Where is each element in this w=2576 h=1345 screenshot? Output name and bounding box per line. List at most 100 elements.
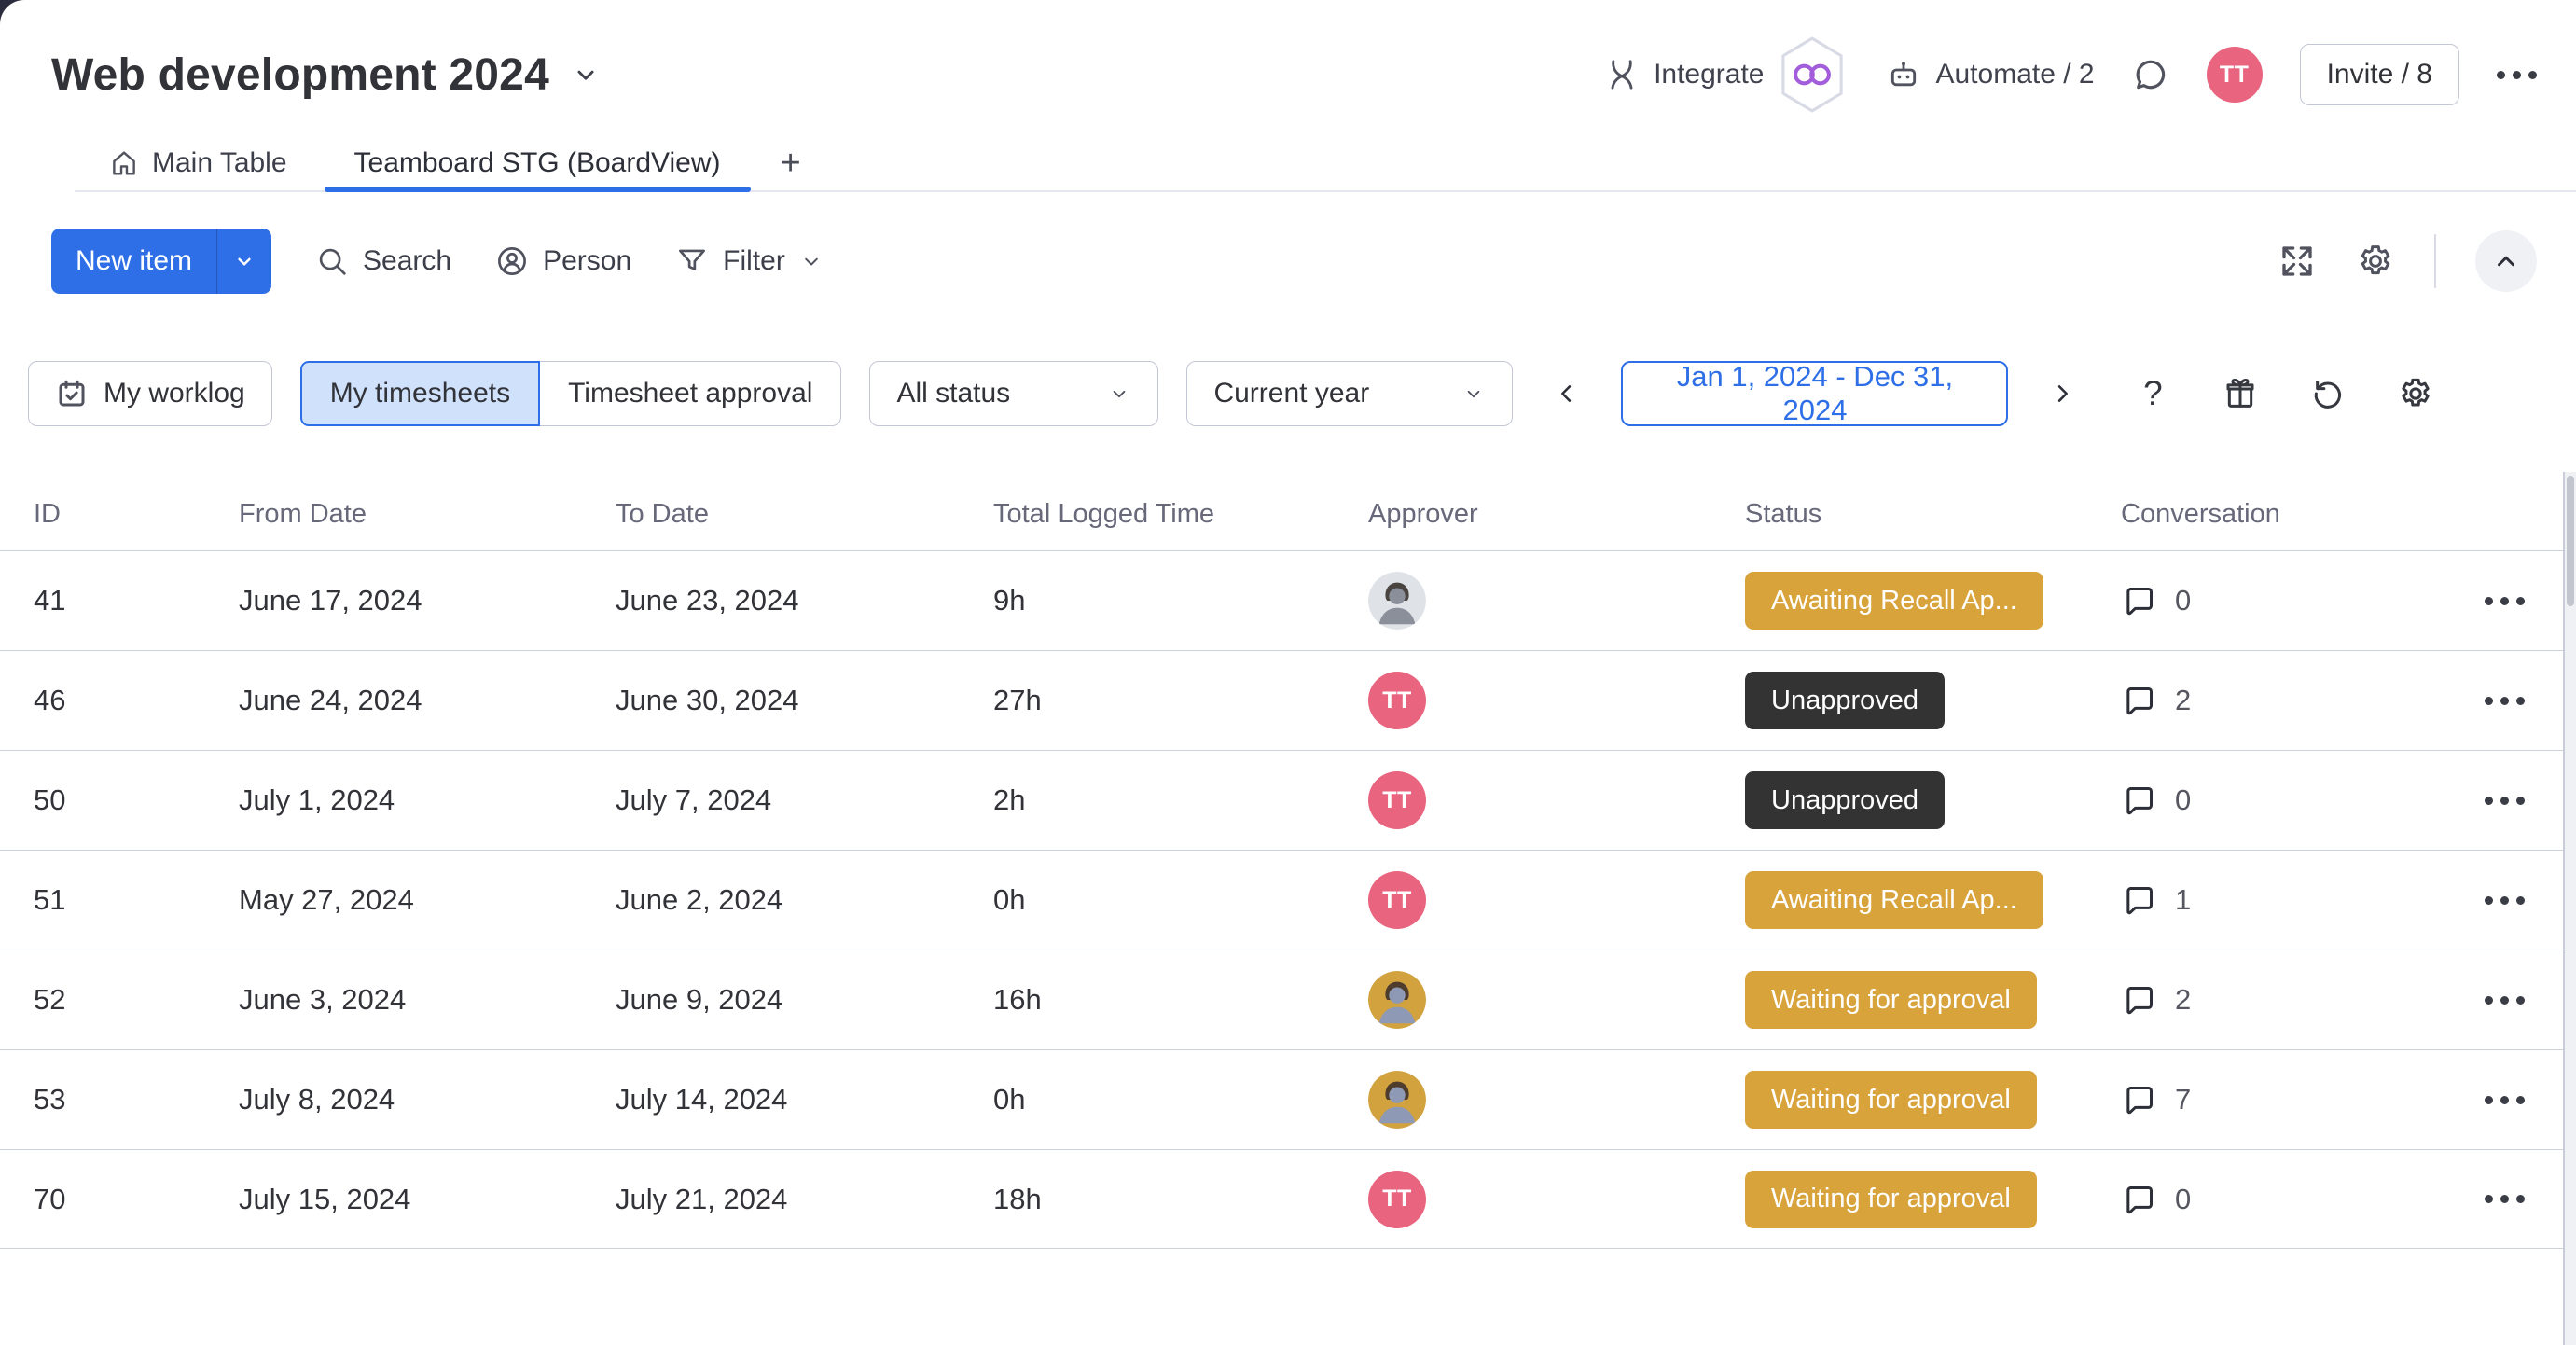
board-menu-button[interactable] <box>2497 70 2537 79</box>
approver-avatar[interactable]: TT <box>1368 871 1426 929</box>
person-filter-button[interactable]: Person <box>494 243 631 279</box>
row-total-logged-time: 2h <box>993 783 1026 816</box>
conversation-bubble-icon[interactable] <box>2121 981 2158 1019</box>
approver-avatar[interactable]: TT <box>1368 1170 1426 1228</box>
chevron-right-icon <box>2058 385 2069 402</box>
board-title-menu-button[interactable] <box>570 59 602 90</box>
tab-main-table[interactable]: Main Table <box>75 136 321 190</box>
status-badge[interactable]: Unapproved <box>1745 672 1945 729</box>
row-to-date[interactable]: June 23, 2024 <box>616 584 799 617</box>
conversation-bubble-icon[interactable] <box>2121 1181 2158 1218</box>
board-toolbar: New item Search Person Filter <box>51 226 2537 297</box>
row-menu-button[interactable] <box>2484 895 2525 905</box>
discussion-button[interactable] <box>2132 56 2169 93</box>
search-button[interactable]: Search <box>314 243 451 279</box>
row-to-date[interactable]: June 30, 2024 <box>616 684 799 716</box>
new-item-split-button[interactable]: New item <box>51 229 272 294</box>
row-to-date[interactable]: June 2, 2024 <box>616 883 783 916</box>
integrate-button[interactable]: Integrate <box>1603 35 1848 114</box>
tab-teamboard-stg[interactable]: Teamboard STG (BoardView) <box>321 136 755 192</box>
chat-bubble-icon <box>2136 60 2165 90</box>
row-from-date[interactable]: July 1, 2024 <box>239 783 395 816</box>
collapse-header-button[interactable] <box>2475 230 2537 292</box>
conversation-bubble-icon[interactable] <box>2121 1081 2158 1118</box>
row-from-date[interactable]: June 3, 2024 <box>239 983 407 1016</box>
timesheet-settings-button[interactable] <box>2396 374 2435 413</box>
new-item-button[interactable]: New item <box>76 245 193 276</box>
board-title[interactable]: Web development 2024 <box>51 49 549 100</box>
user-avatar[interactable]: TT <box>2206 47 2263 103</box>
filter-button[interactable]: Filter <box>674 243 824 279</box>
table-row[interactable]: 41 June 17, 2024 June 23, 2024 9h Awaiting R… <box>0 550 2565 650</box>
approver-avatar-photo[interactable] <box>1368 971 1426 1029</box>
row-menu-button[interactable] <box>2484 596 2525 605</box>
row-menu-button[interactable] <box>2484 796 2525 805</box>
row-to-date[interactable]: July 7, 2024 <box>616 783 772 816</box>
status-filter-select[interactable]: All status <box>869 361 1159 426</box>
status-badge[interactable]: Awaiting Recall Ap... <box>1745 572 2043 630</box>
column-header[interactable]: Total Logged Time <box>993 498 1214 529</box>
board-header: Web development 2024 Integrate <box>51 28 2537 121</box>
scrollbar-thumb[interactable] <box>2567 476 2574 606</box>
column-header[interactable]: To Date <box>616 498 709 529</box>
whats-new-button[interactable] <box>2221 374 2260 413</box>
conversation-bubble-icon[interactable] <box>2121 881 2158 919</box>
status-badge[interactable]: Unapproved <box>1745 771 1945 829</box>
row-from-date[interactable]: July 15, 2024 <box>239 1182 411 1215</box>
expand-view-button[interactable] <box>2278 242 2317 281</box>
view-tabs: Main Table Teamboard STG (BoardView) + <box>75 136 2576 192</box>
row-menu-button[interactable] <box>2484 1195 2525 1203</box>
row-from-date[interactable]: June 24, 2024 <box>239 684 422 716</box>
row-from-date[interactable]: June 17, 2024 <box>239 584 422 617</box>
row-menu-button[interactable] <box>2484 696 2525 705</box>
conversation-bubble-icon[interactable] <box>2121 582 2158 619</box>
date-range-button[interactable]: Jan 1, 2024 - Dec 31, 2024 <box>1621 360 2009 426</box>
vertical-scrollbar[interactable] <box>2565 472 2576 1345</box>
activity-log-button[interactable] <box>2308 374 2347 413</box>
add-view-button[interactable]: + <box>780 143 801 183</box>
column-header[interactable]: From Date <box>239 498 367 529</box>
table-row[interactable]: 53 July 8, 2024 July 14, 2024 0h Waiting for… <box>0 1049 2565 1149</box>
row-from-date[interactable]: May 27, 2024 <box>239 883 414 916</box>
status-badge[interactable]: Waiting for approval <box>1745 971 2037 1029</box>
period-filter-select[interactable]: Current year <box>1186 361 1514 426</box>
automate-button[interactable]: Automate / 2 <box>1885 56 2095 93</box>
approver-avatar[interactable]: TT <box>1368 771 1426 829</box>
table-row[interactable]: 51 May 27, 2024 June 2, 2024 0h TT Awaiting R… <box>0 850 2565 950</box>
column-header[interactable]: Approver <box>1368 498 1478 529</box>
help-button[interactable]: ? <box>2143 374 2163 412</box>
table-row[interactable]: 70 July 15, 2024 July 21, 2024 18h TT Waiting… <box>0 1149 2565 1249</box>
status-badge[interactable]: Awaiting Recall Ap... <box>1745 871 2043 929</box>
previous-period-button[interactable] <box>1541 381 1593 407</box>
row-to-date[interactable]: June 9, 2024 <box>616 983 783 1016</box>
approver-avatar[interactable]: TT <box>1368 672 1426 729</box>
view-settings-button[interactable] <box>2356 242 2395 281</box>
row-id: 70 <box>34 1182 66 1215</box>
row-total-logged-time: 27h <box>993 684 1042 716</box>
table-row[interactable]: 46 June 24, 2024 June 30, 2024 27h TT Unappro… <box>0 650 2565 750</box>
row-menu-button[interactable] <box>2484 1095 2525 1104</box>
invite-button[interactable]: Invite / 8 <box>2299 44 2459 105</box>
row-id: 46 <box>34 684 66 716</box>
column-header[interactable]: ID <box>34 498 61 529</box>
row-menu-button[interactable] <box>2484 995 2525 1005</box>
row-total-logged-time: 0h <box>993 883 1026 916</box>
my-worklog-button[interactable]: My worklog <box>28 361 272 426</box>
new-item-options-button[interactable] <box>216 229 271 294</box>
approver-avatar-photo[interactable] <box>1368 572 1426 630</box>
status-badge[interactable]: Waiting for approval <box>1745 1071 2037 1129</box>
my-timesheets-tab[interactable]: My timesheets <box>299 361 541 426</box>
table-row[interactable]: 52 June 3, 2024 June 9, 2024 16h Waiting for… <box>0 950 2565 1049</box>
row-from-date[interactable]: July 8, 2024 <box>239 1083 395 1116</box>
approver-avatar-photo[interactable] <box>1368 1071 1426 1129</box>
table-row[interactable]: 50 July 1, 2024 July 7, 2024 2h TT Unapproved… <box>0 750 2565 850</box>
next-period-button[interactable] <box>2036 381 2088 407</box>
column-header[interactable]: Conversation <box>2121 498 2280 529</box>
conversation-bubble-icon[interactable] <box>2121 682 2158 719</box>
conversation-bubble-icon[interactable] <box>2121 782 2158 819</box>
timesheet-approval-tab[interactable]: Timesheet approval <box>540 361 842 426</box>
row-to-date[interactable]: July 14, 2024 <box>616 1083 788 1116</box>
status-badge[interactable]: Waiting for approval <box>1745 1170 2037 1228</box>
column-header[interactable]: Status <box>1745 498 1822 529</box>
row-to-date[interactable]: July 21, 2024 <box>616 1182 788 1215</box>
